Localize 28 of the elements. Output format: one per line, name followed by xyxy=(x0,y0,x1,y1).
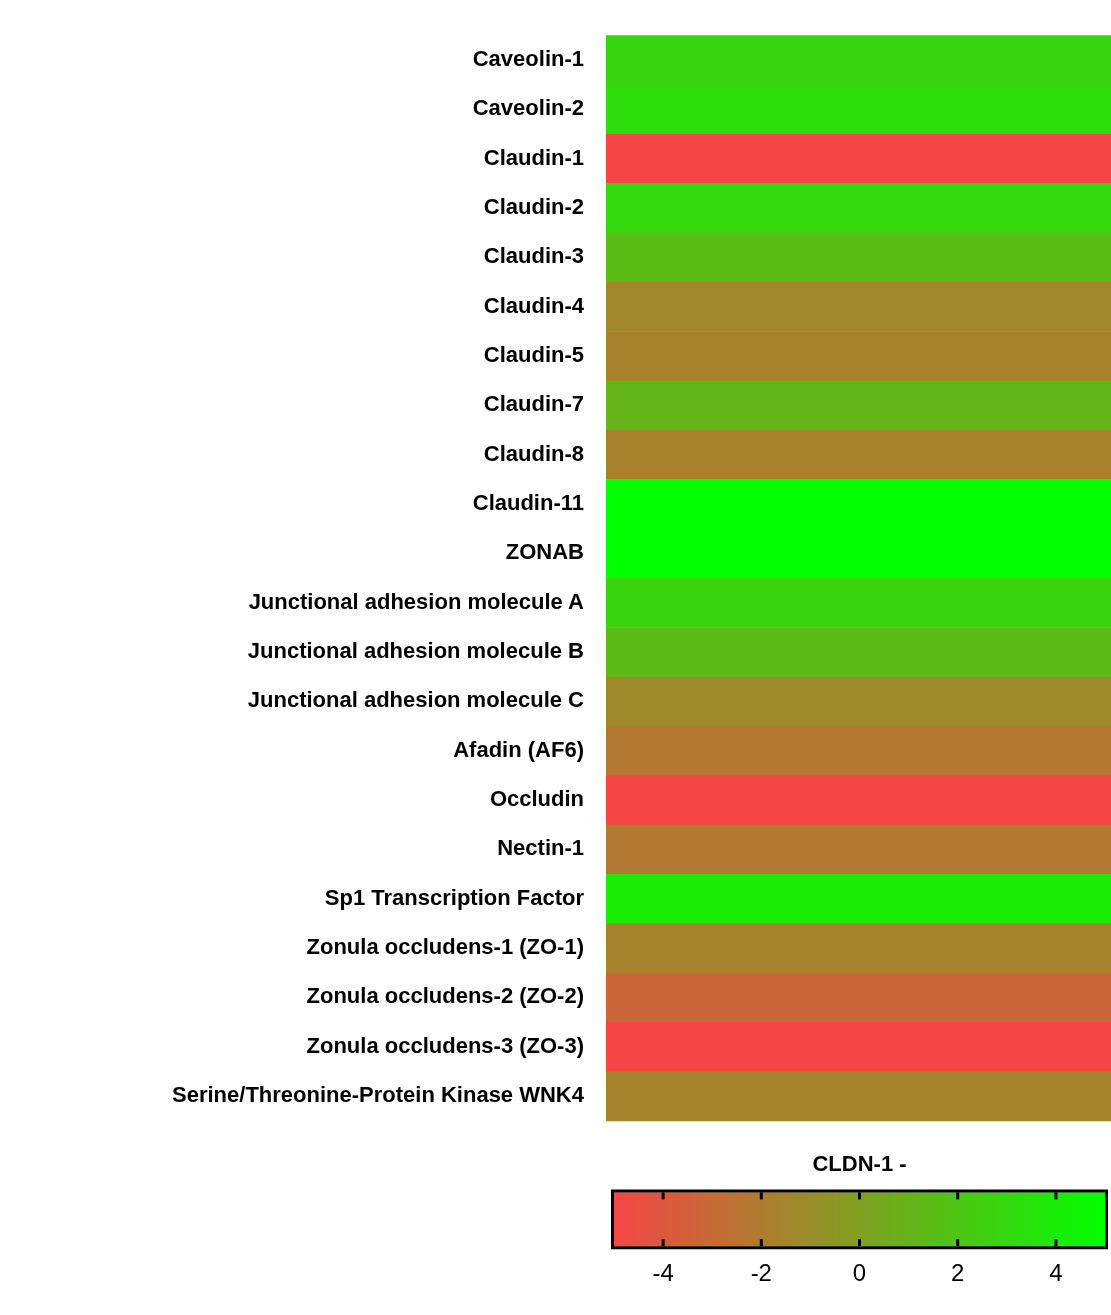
y-tick-label: Claudin-7 xyxy=(483,391,584,417)
y-tick-label: Caveolin-1 xyxy=(472,45,584,71)
y-tick-label: Zonula occludens-3 (ZO-3) xyxy=(306,1032,584,1058)
y-tick-label: Zonula occludens-2 (ZO-2) xyxy=(306,983,584,1009)
y-tick-label: Claudin-4 xyxy=(483,292,585,318)
y-tick-label: Junctional adhesion molecule A xyxy=(248,588,585,614)
y-tick-label: Nectin-1 xyxy=(497,835,584,861)
y-tick-label: Junctional adhesion molecule B xyxy=(247,638,584,664)
color-bar-label: -2 xyxy=(750,1259,772,1287)
y-tick-label: ZONAB xyxy=(505,539,584,565)
color-bar-label: 2 xyxy=(951,1259,965,1287)
y-tick-label: Sp1 Transcription Factor xyxy=(324,884,585,910)
y-tick-label: Caveolin-2 xyxy=(472,95,584,121)
y-tick-label: Claudin-8 xyxy=(483,440,584,466)
y-tick-label: Claudin-1 xyxy=(483,144,584,170)
y-tick-label: Claudin-5 xyxy=(483,342,584,368)
y-tick-label: Zonula occludens-1 (ZO-1) xyxy=(306,934,584,960)
color-bar-label: 4 xyxy=(1049,1259,1063,1287)
color-bar-label: 0 xyxy=(852,1259,867,1287)
y-tick-label: Claudin-3 xyxy=(483,243,584,269)
y-tick-label: Claudin-2 xyxy=(483,193,584,219)
y-tick-label: Serine/Threonine-Protein Kinase WNK4 xyxy=(172,1082,585,1108)
y-tick-label: Afadin (AF6) xyxy=(453,736,584,762)
color-bar-title: CLDN-1 - xyxy=(812,1151,907,1177)
color-bar-label: -4 xyxy=(652,1259,674,1287)
y-tick-label: Occludin xyxy=(489,786,584,812)
y-tick-label: Junctional adhesion molecule C xyxy=(247,687,585,713)
y-tick-label: Claudin-11 xyxy=(472,490,584,516)
